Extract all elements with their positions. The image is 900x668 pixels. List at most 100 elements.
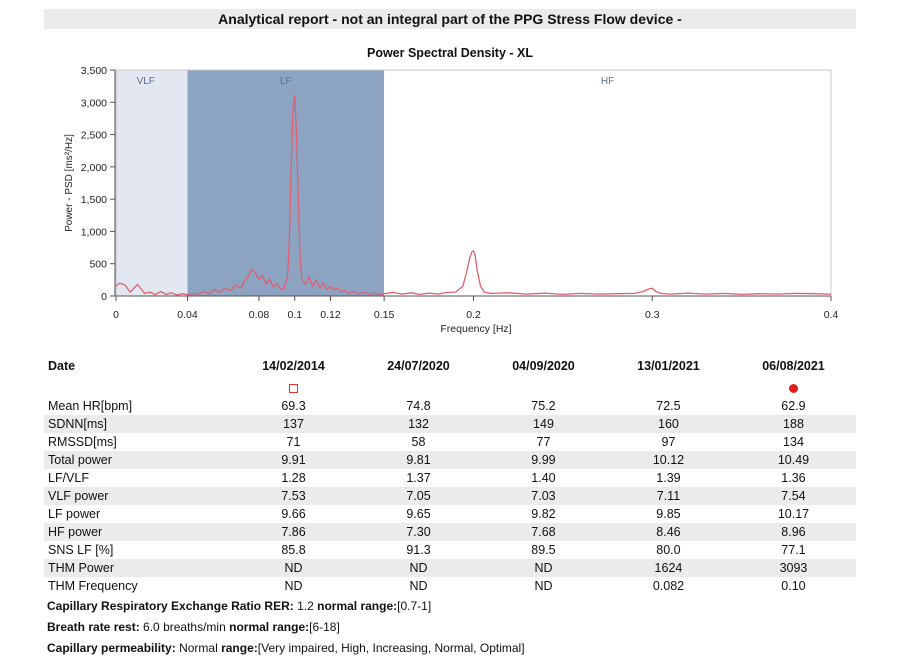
table-cell: 10.17 <box>777 507 810 521</box>
table-cell: 188 <box>730 415 856 433</box>
table-cell: 10.49 <box>730 451 856 469</box>
table-cell: 91.3 <box>406 543 431 557</box>
table-cell: 74.8 <box>406 399 431 413</box>
table-cell: ND <box>480 559 606 577</box>
table-cell: 62.9 <box>781 399 806 413</box>
table-row: HF power 7.86 7.30 7.68 8.46 8.96 <box>44 523 856 541</box>
row-label: SNS LF [%] <box>48 543 114 557</box>
perm-range: [Very impaired, High, Increasing, Normal… <box>257 641 525 655</box>
table-cell: 7.86 <box>231 523 356 541</box>
table-cell: 7.54 <box>730 487 856 505</box>
row-label: Total power <box>44 451 232 469</box>
x-tick-label: 0.4 <box>824 309 839 321</box>
table-cell: 85.8 <box>281 543 306 557</box>
row-label: THM Power <box>44 559 232 577</box>
table-cell: 1.28 <box>281 471 306 485</box>
x-tick-label: 0.12 <box>320 309 341 321</box>
y-tick-label: 2,000 <box>81 162 107 174</box>
table-cell: 134 <box>783 435 804 449</box>
date-column-header: 04/09/2020 <box>512 359 575 373</box>
y-tick-label: 3,500 <box>81 65 107 77</box>
table-cell: 1.40 <box>531 471 556 485</box>
psd-line <box>115 95 832 296</box>
table-cell: 58 <box>411 435 426 449</box>
table-cell: ND <box>356 559 481 577</box>
table-cell: 89.5 <box>531 543 556 557</box>
table-cell: 8.46 <box>605 523 731 541</box>
report-banner: Analytical report - not an integral part… <box>44 9 856 29</box>
date-column-header: 13/01/2021 <box>637 359 700 373</box>
breath-range-label: normal range: <box>229 620 310 634</box>
table-cell: 8.96 <box>730 523 856 541</box>
perm-range-label: range: <box>221 641 258 655</box>
table-row: SNS LF [%] 85.8 91.3 89.5 80.0 77.1 <box>44 541 856 559</box>
y-tick-label: 500 <box>89 259 107 271</box>
table-cell: 0.10 <box>781 579 806 593</box>
row-label: LF/VLF <box>48 471 89 485</box>
y-tick-label: 1,000 <box>81 226 107 238</box>
table-cell: 9.65 <box>406 507 431 521</box>
table-cell: 9.81 <box>356 451 481 469</box>
rer-range: [0.7-1] <box>397 599 432 613</box>
breath-note: Breath rate rest: 6.0 breaths/min normal… <box>47 620 340 634</box>
breath-range: [6-18] <box>309 620 340 634</box>
x-tick-label: 0.08 <box>249 309 270 321</box>
table-row: VLF power 7.53 7.05 7.03 7.11 7.54 <box>44 487 856 505</box>
table-cell: ND <box>284 579 303 593</box>
x-tick-label: 0.3 <box>645 309 660 321</box>
x-tick-label: 0.2 <box>466 309 481 321</box>
table-row: LF power 9.66 9.65 9.82 9.85 10.17 <box>44 505 856 523</box>
table-cell: 137 <box>231 415 356 433</box>
table-cell: 10.12 <box>605 451 731 469</box>
rer-label: Capillary Respiratory Exchange Ratio RER… <box>47 599 294 613</box>
table-cell: 9.85 <box>656 507 681 521</box>
table-row: Mean HR[bpm] 69.3 74.8 75.2 72.5 62.9 <box>44 397 856 415</box>
table-cell: 0.082 <box>652 579 685 593</box>
rer-note: Capillary Respiratory Exchange Ratio RER… <box>47 599 431 613</box>
rer-value: 1.2 <box>297 599 314 613</box>
permeability-note: Capillary permeability: Normal range:[Ve… <box>47 641 525 655</box>
table-cell: 7.68 <box>480 523 606 541</box>
x-axis-label: Frequency [Hz] <box>440 323 511 335</box>
date-header: Date <box>48 359 76 373</box>
y-tick-label: 1,500 <box>81 194 107 206</box>
table-cell: 1624 <box>605 559 731 577</box>
row-label: RMSSD[ms] <box>48 435 117 449</box>
perm-label: Capillary permeability: <box>47 641 176 655</box>
y-tick-label: 2,500 <box>81 130 107 142</box>
table-cell: 3093 <box>730 559 856 577</box>
table-cell: 7.05 <box>356 487 481 505</box>
hrv-table: Date 14/02/2014 24/07/2020 04/09/2020 13/01/… <box>44 355 856 595</box>
table-row: Total power 9.91 9.81 9.99 10.12 10.49 <box>44 451 856 469</box>
y-tick-label: 3,000 <box>81 97 107 109</box>
row-label: THM Frequency <box>48 579 138 593</box>
band-hf <box>384 70 831 296</box>
table-cell: 69.3 <box>281 399 306 413</box>
band-label-lf: LF <box>280 76 292 87</box>
x-tick-label: 0.15 <box>374 309 395 321</box>
table-cell: 7.03 <box>480 487 606 505</box>
table-row: THM Power ND ND ND 1624 3093 <box>44 559 856 577</box>
table-cell: 149 <box>480 415 606 433</box>
table-cell: 97 <box>661 435 676 449</box>
band-label-hf: HF <box>601 76 614 87</box>
table-row: THM Frequency ND ND ND 0.082 0.10 <box>44 577 856 595</box>
chart-title: Power Spectral Density - XL <box>366 46 534 60</box>
open-square-marker <box>289 384 298 393</box>
table-cell: 77.1 <box>781 543 806 557</box>
breath-label: Breath rate rest: <box>47 620 140 634</box>
table-row: RMSSD[ms] 71 58 77 97 134 <box>44 433 856 451</box>
table-cell: 7.30 <box>356 523 481 541</box>
table-cell: 77 <box>536 435 551 449</box>
table-cell: ND <box>534 579 553 593</box>
table-cell: 9.99 <box>480 451 606 469</box>
row-label: SDNN[ms] <box>44 415 232 433</box>
x-tick-label: 0.04 <box>177 309 198 321</box>
table-cell: 72.5 <box>656 399 681 413</box>
band-lf <box>187 70 385 296</box>
y-axis-label: Power - PSD [ms²/Hz] <box>64 134 75 232</box>
table-cell: 7.53 <box>231 487 356 505</box>
rer-range-label: normal range: <box>317 599 398 613</box>
perm-value: Normal <box>179 641 218 655</box>
band-label-vlf: VLF <box>137 76 155 87</box>
